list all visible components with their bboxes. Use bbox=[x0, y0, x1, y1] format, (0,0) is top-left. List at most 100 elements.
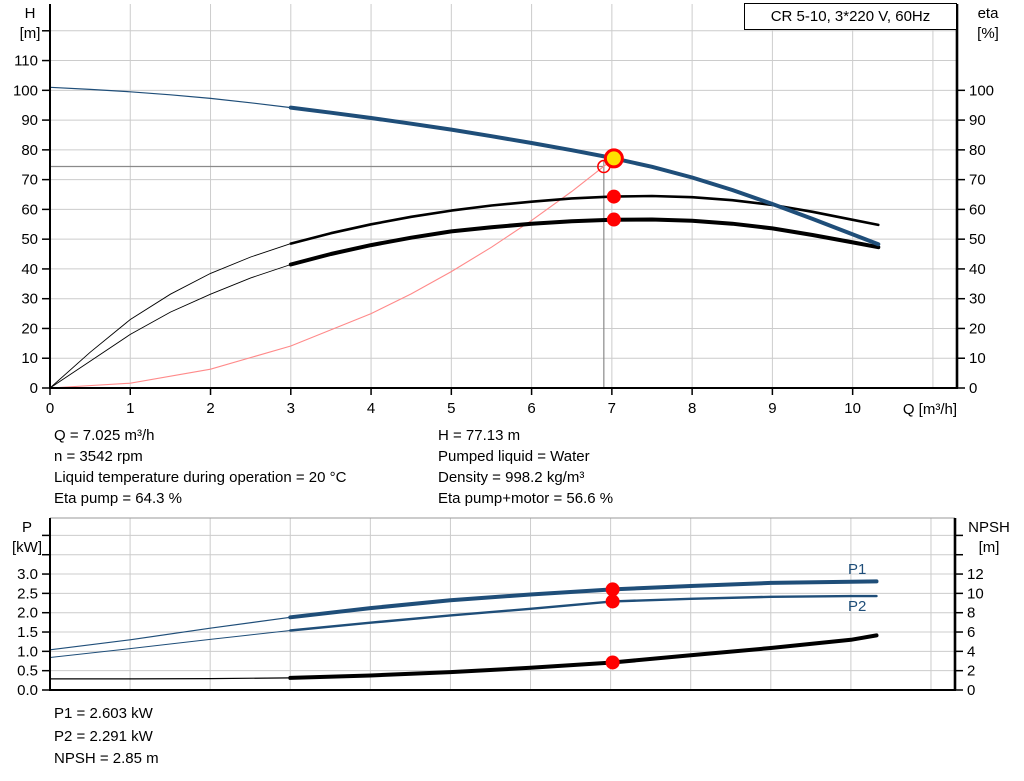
tick-label-right: 12 bbox=[967, 566, 984, 583]
tick-label-right: 50 bbox=[969, 231, 986, 248]
tick-label-x: 6 bbox=[527, 400, 535, 417]
h-axis-symbol: H bbox=[24, 5, 36, 22]
tick-label-x: 8 bbox=[688, 400, 696, 417]
npsh-axis-unit: [m] bbox=[978, 539, 1000, 556]
h-axis-unit: [m] bbox=[19, 25, 41, 42]
eta-axis-symbol: eta bbox=[977, 5, 999, 22]
system-curve bbox=[49, 157, 615, 389]
tick-label-right: 20 bbox=[969, 320, 986, 337]
tick-label-left: 2.0 bbox=[17, 605, 38, 622]
eta-axis-title: eta [%] bbox=[962, 4, 1014, 44]
tick-label-left: 30 bbox=[21, 291, 38, 308]
head-curve bbox=[288, 105, 881, 247]
tick-label-x: 7 bbox=[608, 400, 616, 417]
p1-curve-thin bbox=[49, 616, 291, 651]
info-eta-pump: Eta pump = 64.3 % bbox=[54, 490, 182, 507]
p1-curve-label: P1 bbox=[848, 561, 867, 578]
tick-label-right: 10 bbox=[967, 585, 984, 602]
tick-label-right: 30 bbox=[969, 291, 986, 308]
p-axis-title: P [kW] bbox=[4, 518, 50, 558]
tick-label-x: 0 bbox=[46, 400, 54, 417]
duty-info-right: H = 77.13 m Pumped liquid = Water Densit… bbox=[438, 425, 613, 509]
tick-label-left: 3.0 bbox=[17, 566, 38, 583]
p-axis-unit: [kW] bbox=[12, 539, 42, 556]
eta-pump-marker bbox=[606, 189, 621, 204]
p2-curve bbox=[289, 594, 878, 632]
p1-curve bbox=[288, 579, 879, 620]
tick-label-x: 2 bbox=[206, 400, 214, 417]
tick-label-right: 40 bbox=[969, 261, 986, 278]
duty-point-marker bbox=[603, 148, 624, 169]
power-info: P1 = 2.603 kW P2 = 2.291 kW NPSH = 2.85 … bbox=[54, 703, 159, 771]
info-pumped-liquid: Pumped liquid = Water bbox=[438, 448, 590, 465]
info-p1: P1 = 2.603 kW bbox=[54, 705, 153, 722]
info-npsh: NPSH = 2.85 m bbox=[54, 750, 159, 767]
tick-label-right: 2 bbox=[967, 663, 975, 680]
duty-info-left: Q = 7.025 m³/h n = 3542 rpm Liquid tempe… bbox=[54, 425, 346, 509]
tick-label-left: 1.5 bbox=[17, 624, 38, 641]
tick-label-right: 0 bbox=[969, 380, 977, 397]
pump-type-box: CR 5-10, 3*220 V, 60Hz bbox=[744, 3, 957, 30]
eta-pump-motor-curve-thin bbox=[49, 264, 291, 389]
tick-label-right: 10 bbox=[969, 350, 986, 367]
tick-label-left: 50 bbox=[21, 231, 38, 248]
tick-label-x: 3 bbox=[287, 400, 295, 417]
eta-axis-unit: [%] bbox=[977, 25, 999, 42]
tick-label-x: 10 bbox=[844, 400, 861, 417]
info-eta-pump-motor: Eta pump+motor = 56.6 % bbox=[438, 490, 614, 507]
tick-label-left: 40 bbox=[21, 261, 38, 278]
eta-pump-motor-marker bbox=[606, 212, 621, 227]
tick-label-x: 9 bbox=[768, 400, 776, 417]
tick-label-right: 100 bbox=[969, 82, 994, 99]
head-efficiency-chart: 0102030405060708090100110010203040506070… bbox=[13, 4, 994, 417]
tick-label-x: 1 bbox=[126, 400, 134, 417]
eta-pump-motor-curve bbox=[288, 217, 881, 267]
info-speed: n = 3542 rpm bbox=[54, 448, 143, 465]
p2-curve-label: P2 bbox=[848, 598, 867, 615]
tick-label-right: 70 bbox=[969, 172, 986, 189]
info-liquid-temperature: Liquid temperature during operation = 20… bbox=[54, 469, 347, 486]
tick-label-right: 8 bbox=[967, 605, 975, 622]
tick-label-x: 4 bbox=[367, 400, 375, 417]
eta-pump-curve bbox=[289, 194, 880, 245]
tick-label-left: 0.0 bbox=[17, 682, 38, 699]
p1-marker bbox=[605, 582, 620, 597]
npsh-marker bbox=[605, 655, 620, 670]
tick-label-left: 70 bbox=[21, 172, 38, 189]
info-head: H = 77.13 m bbox=[438, 427, 521, 444]
p2-curve-thin bbox=[49, 630, 291, 658]
q-axis-title: Q [m³/h] bbox=[902, 401, 957, 418]
npsh-axis-title: NPSH [m] bbox=[958, 518, 1020, 558]
tick-label-left: 0 bbox=[30, 380, 38, 397]
info-flow: Q = 7.025 m³/h bbox=[54, 427, 155, 444]
tick-label-left: 110 bbox=[14, 53, 38, 70]
tick-label-right: 4 bbox=[967, 643, 975, 660]
npsh-curve-thin bbox=[50, 677, 291, 680]
info-p2: P2 = 2.291 kW bbox=[54, 727, 153, 745]
tick-label-left: 80 bbox=[21, 142, 38, 159]
h-axis-title: H [m] bbox=[10, 4, 50, 44]
npsh-curve bbox=[288, 633, 879, 680]
tick-label-left: 0.5 bbox=[17, 663, 38, 680]
p2-marker bbox=[605, 594, 620, 609]
npsh-axis-symbol: NPSH bbox=[968, 519, 1010, 536]
tick-label-right: 0 bbox=[967, 682, 975, 699]
p-axis-symbol: P bbox=[21, 519, 32, 536]
tick-label-right: 90 bbox=[969, 112, 986, 129]
tick-label-right: 60 bbox=[969, 201, 986, 218]
tick-label-right: 80 bbox=[969, 142, 986, 159]
eta-pump-curve-thin bbox=[49, 243, 291, 389]
tick-label-right: 6 bbox=[967, 624, 975, 641]
tick-label-left: 100 bbox=[13, 82, 38, 99]
head-curve-thin bbox=[49, 86, 291, 109]
tick-label-left: 90 bbox=[21, 112, 38, 129]
tick-label-left: 20 bbox=[21, 320, 38, 337]
tick-label-left: 10 bbox=[21, 350, 38, 367]
power-npsh-chart: 0.0 0.5 1.0 1.5 2.0 2.5 3.0 0 2 4 6 8 10 12 bbox=[17, 517, 984, 699]
info-density: Density = 998.2 kg/m³ bbox=[438, 469, 585, 486]
tick-label-left: 60 bbox=[21, 201, 38, 218]
tick-label-x: 5 bbox=[447, 400, 455, 417]
tick-label-left: 1.0 bbox=[17, 643, 38, 660]
